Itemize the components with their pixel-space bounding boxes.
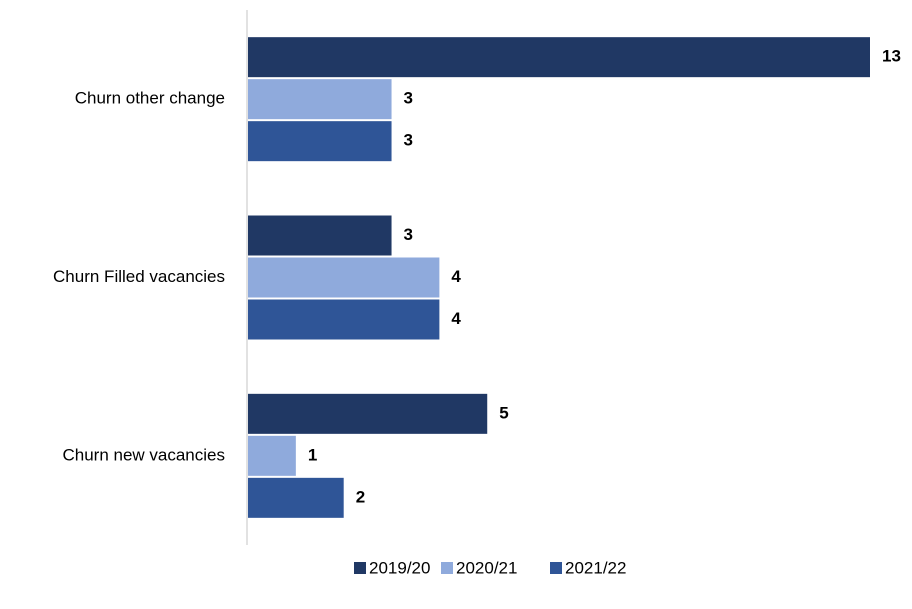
legend-swatch: [354, 562, 366, 574]
legend-swatch: [550, 562, 562, 574]
value-label: 4: [451, 309, 461, 328]
legend-label: 2020/21: [456, 558, 517, 577]
value-label: 3: [404, 225, 413, 244]
value-label: 3: [404, 131, 413, 150]
legend-label: 2021/22: [565, 558, 626, 577]
value-label: 13: [882, 47, 901, 66]
y-tick-label: Churn other change: [75, 89, 225, 108]
value-label: 1: [308, 445, 317, 464]
legend-swatch: [441, 562, 453, 574]
bar: [248, 435, 296, 476]
value-label: 3: [404, 89, 413, 108]
bar: [248, 37, 870, 78]
value-label: 4: [451, 267, 461, 286]
bar: [248, 215, 392, 256]
y-tick-label: Churn Filled vacancies: [53, 267, 225, 286]
bar: [248, 121, 392, 162]
bar: [248, 79, 392, 120]
bar: [248, 477, 344, 518]
bar: [248, 257, 440, 298]
value-label: 5: [499, 403, 508, 422]
bar: [248, 299, 440, 340]
bar: [248, 393, 488, 434]
y-tick-label: Churn new vacancies: [62, 445, 225, 464]
legend-label: 2019/20: [369, 558, 430, 577]
value-label: 2: [356, 487, 365, 506]
